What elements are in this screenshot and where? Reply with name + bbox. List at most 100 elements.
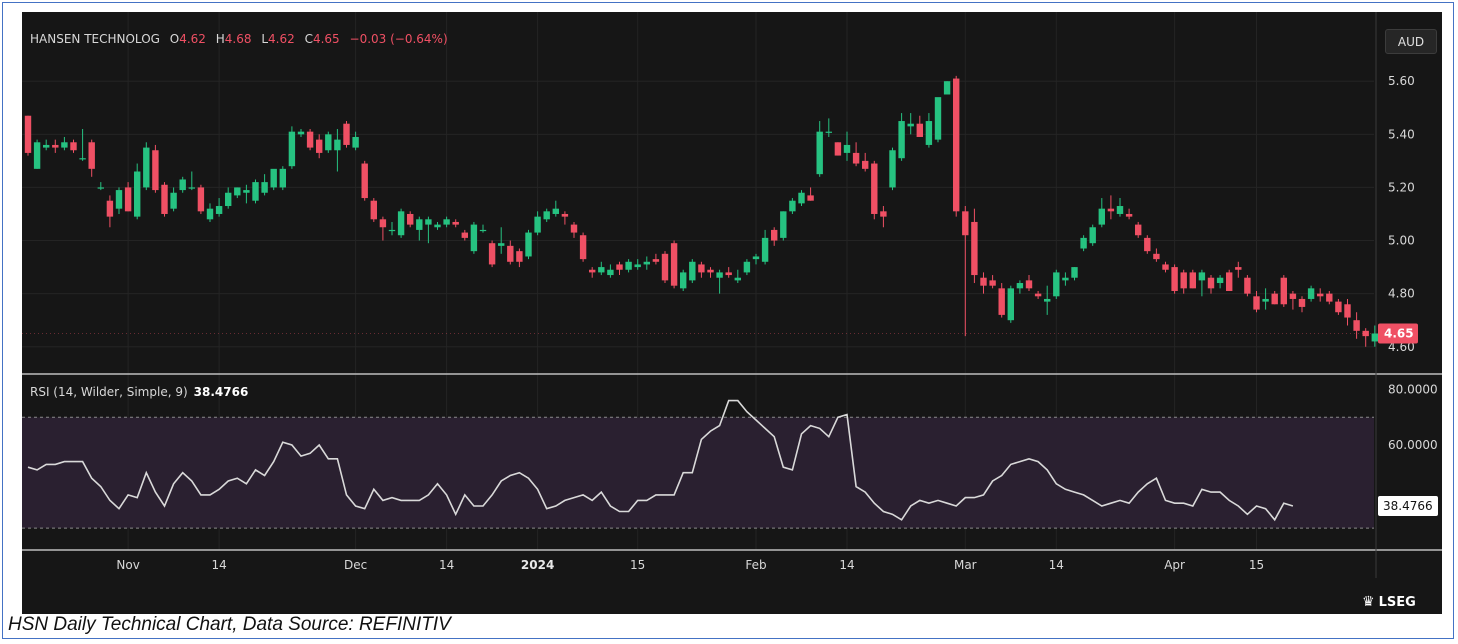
- rsi-value: 38.4766: [193, 385, 249, 399]
- last-price-badge-text: 4.65: [1384, 326, 1414, 340]
- candle-body: [206, 208, 214, 220]
- candle-body: [998, 288, 1005, 315]
- candle-body: [1080, 237, 1087, 249]
- lseg-crest-icon: ♛: [1362, 594, 1375, 610]
- candle-body: [953, 78, 960, 212]
- x-tick-label: 15: [1249, 558, 1264, 572]
- candle-body: [170, 192, 177, 209]
- candle-body: [416, 219, 423, 230]
- rsi-line: [27, 399, 1294, 522]
- candle-body: [1344, 304, 1351, 318]
- candle-body: [1235, 267, 1242, 270]
- candle-body: [361, 163, 368, 199]
- candle-body: [1371, 333, 1378, 342]
- price-legend: HANSEN TECHNOLOG O4.62 H4.68 L4.62 C4.65…: [30, 32, 448, 46]
- x-tick-label: 14: [439, 558, 454, 572]
- candle-body: [225, 192, 232, 207]
- candle-body: [306, 131, 314, 148]
- candle-body: [124, 187, 132, 212]
- candle-body: [752, 256, 760, 260]
- candle-body: [1362, 330, 1369, 337]
- rsi-label: RSI (14, Wilder, Simple, 9): [30, 385, 188, 399]
- candle-body: [443, 219, 450, 225]
- candle-body: [543, 211, 550, 220]
- rsi-tick-label: 80.0000: [1388, 383, 1438, 397]
- candle-body: [934, 97, 942, 140]
- candle-body: [1253, 296, 1260, 310]
- candle-body: [1317, 293, 1324, 297]
- candle-body: [525, 232, 532, 257]
- candle-body: [798, 192, 805, 204]
- lseg-logo: ♛ LSEG: [1362, 594, 1416, 610]
- candle-body: [252, 182, 259, 201]
- candle-body: [516, 251, 523, 262]
- candle-body: [1216, 277, 1224, 284]
- candle-body: [661, 253, 669, 281]
- candle-body: [1089, 227, 1096, 244]
- candle-body: [179, 179, 186, 191]
- chart-area[interactable]: 5.60 5.40 5.20 5.00 4.80 4.60 4.65 80.0000 60.00…: [22, 12, 1442, 614]
- candle-body: [880, 211, 887, 217]
- currency-button[interactable]: AUD: [1385, 29, 1437, 54]
- candle-body: [689, 261, 696, 281]
- candle-body: [52, 144, 59, 148]
- candle-body: [1125, 213, 1133, 217]
- rsi-value-badge-text: 38.4766: [1383, 499, 1433, 513]
- candle-body: [1262, 298, 1269, 302]
- candle-body: [261, 182, 268, 193]
- candle-body: [43, 144, 50, 148]
- candle-body: [680, 272, 687, 289]
- candle-body: [852, 152, 860, 164]
- candle-body: [197, 187, 205, 212]
- candle-body: [161, 184, 168, 214]
- candle-body: [70, 142, 77, 151]
- candle-body: [834, 142, 842, 156]
- candle-body: [1116, 206, 1124, 214]
- candle-body: [670, 243, 678, 286]
- high-value: 4.68: [224, 32, 252, 46]
- candle-body: [780, 211, 787, 238]
- candle-body: [1326, 293, 1333, 302]
- candle-body: [825, 131, 832, 133]
- lseg-logo-text: LSEG: [1378, 595, 1416, 610]
- candle-body: [352, 136, 359, 148]
- rsi-legend: RSI (14, Wilder, Simple, 9) 38.4766: [30, 385, 248, 399]
- candle-body: [1271, 293, 1278, 305]
- candle-body: [234, 187, 241, 196]
- candle-body: [698, 264, 705, 273]
- candle-body: [561, 213, 569, 217]
- candle-body: [479, 229, 487, 232]
- chart-canvas[interactable]: 5.605.405.205.004.804.604.6580.000060.00…: [22, 12, 1442, 614]
- candle-body: [1171, 267, 1178, 291]
- candle-body: [270, 168, 277, 188]
- candle-body: [434, 224, 441, 228]
- candle-body: [598, 267, 605, 273]
- candle-body: [379, 219, 387, 228]
- candle-body: [24, 115, 32, 153]
- candle-body: [980, 277, 987, 286]
- candle-body: [634, 264, 641, 268]
- candle-body: [407, 213, 414, 225]
- x-tick-label: 15: [630, 558, 645, 572]
- price-tick-label: 5.00: [1388, 234, 1415, 248]
- candle-body: [115, 190, 123, 209]
- candle-body: [507, 245, 514, 262]
- figure-caption: HSN Daily Technical Chart, Data Source: …: [8, 614, 451, 635]
- price-tick-label: 5.20: [1388, 180, 1415, 194]
- change-value: −0.03 (−0.64%): [349, 32, 448, 46]
- candle-body: [152, 150, 159, 191]
- candle-body: [452, 221, 459, 225]
- candle-body: [1135, 224, 1142, 236]
- candle-body: [743, 261, 751, 273]
- candle-body: [97, 187, 104, 189]
- candle-body: [1053, 272, 1060, 297]
- candle-body: [862, 160, 869, 169]
- candle-body: [943, 81, 951, 95]
- candle-body: [1098, 208, 1105, 225]
- candle-body: [616, 264, 623, 270]
- candle-body: [652, 259, 660, 262]
- candle-body: [388, 229, 396, 232]
- candle-body: [971, 221, 978, 276]
- candle-body: [1016, 283, 1024, 289]
- candle-body: [916, 123, 923, 137]
